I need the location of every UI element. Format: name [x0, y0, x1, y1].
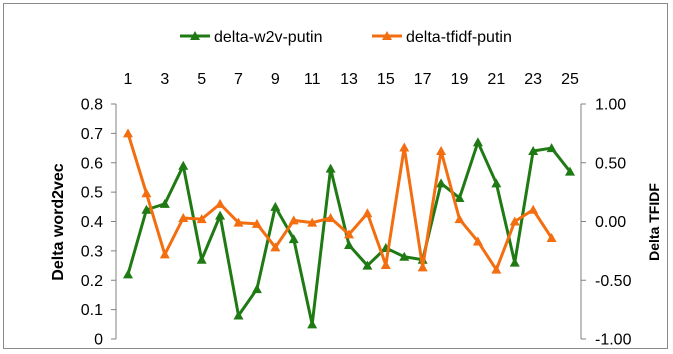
- chart-frame: [3, 3, 668, 349]
- data-point-delta-tfidf-putin: [417, 262, 428, 272]
- data-point-delta-w2v-putin: [344, 240, 354, 249]
- data-point-delta-tfidf-putin: [123, 128, 133, 138]
- data-point-delta-w2v-putin: [528, 146, 539, 155]
- data-point-delta-tfidf-putin: [251, 218, 262, 228]
- y-right-tick-label: 0.50: [595, 155, 626, 172]
- data-point-delta-tfidf-putin: [270, 242, 281, 252]
- data-point-delta-w2v-putin: [215, 210, 226, 220]
- x-tick-label: 11: [304, 71, 321, 88]
- data-point-delta-tfidf-putin: [141, 188, 152, 198]
- data-point-delta-w2v-putin: [565, 166, 575, 176]
- y-axis-right: -1.00 -0.50 0.00 0.50 1.00: [580, 97, 632, 349]
- x-tick-label: 1: [124, 71, 133, 88]
- y-right-tick-label: 0.00: [595, 214, 626, 231]
- y-axis-right-title: Delta TFIDF: [646, 183, 662, 261]
- legend-swatch-marker: [190, 31, 200, 40]
- data-point-delta-tfidf-putin: [454, 214, 465, 224]
- y-tick-label: 0.2: [81, 273, 103, 290]
- data-point-delta-tfidf-putin: [233, 217, 244, 227]
- data-point-delta-tfidf-putin: [178, 212, 189, 222]
- y-axis-left: 0 0.1 0.2 0.3 0.4 0.5 0.6 0.7 0.8: [81, 97, 117, 349]
- legend: delta-w2v-putin delta-tfidf-putin: [180, 29, 512, 46]
- x-tick-label: 7: [234, 71, 243, 88]
- x-tick-label: 17: [414, 71, 432, 88]
- y-tick-label: 0.8: [81, 97, 103, 114]
- data-point-delta-w2v-putin: [159, 198, 170, 208]
- data-point-delta-w2v-putin: [546, 143, 557, 153]
- legend-label: delta-tfidf-putin: [406, 29, 512, 46]
- data-point-delta-w2v-putin: [472, 137, 483, 147]
- y-right-tick-label: 1.00: [595, 97, 626, 114]
- y-tick-label: 0.6: [81, 155, 103, 172]
- series-line-delta-tfidf-putin: [126, 132, 553, 272]
- data-point-delta-w2v-putin: [178, 160, 189, 170]
- data-point-delta-tfidf-putin: [509, 216, 520, 226]
- x-tick-label: 3: [160, 71, 169, 88]
- x-tick-label: 5: [197, 71, 206, 88]
- data-point-delta-tfidf-putin: [196, 214, 207, 224]
- data-point-delta-w2v-putin: [307, 319, 318, 329]
- y-axis-left-title: Delta word2vec: [50, 163, 67, 280]
- y-tick-label: 0.1: [81, 302, 103, 319]
- y-tick-label: 0.7: [81, 126, 103, 143]
- data-point-delta-tfidf-putin: [307, 217, 318, 227]
- data-point-delta-tfidf-putin: [344, 229, 354, 239]
- data-point-delta-w2v-putin: [454, 193, 465, 202]
- data-point-delta-w2v-putin: [362, 260, 373, 270]
- data-point-delta-w2v-putin: [251, 284, 262, 294]
- data-point-delta-tfidf-putin: [472, 236, 483, 246]
- data-point-delta-tfidf-putin: [399, 142, 410, 152]
- data-point-delta-w2v-putin: [399, 251, 410, 261]
- y-right-tick-label: -0.50: [595, 273, 632, 290]
- data-point-delta-tfidf-putin: [528, 204, 539, 214]
- x-tick-label: 19: [451, 71, 469, 88]
- x-tick-label: 13: [340, 71, 358, 88]
- y-tick-label: 0.4: [81, 214, 103, 231]
- data-point-delta-w2v-putin: [325, 163, 336, 173]
- data-point-delta-tfidf-putin: [436, 146, 447, 155]
- x-tick-label: 23: [524, 71, 542, 88]
- data-point-delta-w2v-putin: [196, 254, 207, 264]
- x-tick-label: 15: [377, 71, 395, 88]
- data-point-delta-tfidf-putin: [546, 232, 557, 242]
- data-point-delta-w2v-putin: [233, 310, 244, 320]
- data-point-delta-w2v-putin: [509, 257, 520, 267]
- x-axis-top: 1 3 5 7 9 11 13 15 17 19 21 23 25: [124, 71, 579, 88]
- data-point-delta-w2v-putin: [123, 269, 133, 279]
- series-layer: [123, 128, 575, 329]
- y-tick-label: 0.5: [81, 185, 103, 202]
- legend-label: delta-w2v-putin: [214, 29, 323, 46]
- x-tick-label: 25: [561, 71, 579, 88]
- data-point-delta-w2v-putin: [288, 234, 299, 244]
- data-point-delta-w2v-putin: [270, 201, 281, 211]
- data-point-delta-tfidf-putin: [288, 215, 299, 225]
- data-point-delta-tfidf-putin: [159, 249, 170, 259]
- y-right-tick-label: -1.00: [595, 332, 632, 349]
- legend-swatch-marker: [382, 31, 392, 40]
- x-tick-label: 9: [271, 71, 280, 88]
- data-point-delta-w2v-putin: [436, 178, 447, 188]
- data-point-delta-tfidf-putin: [362, 208, 373, 218]
- data-point-delta-w2v-putin: [141, 204, 152, 214]
- data-point-delta-tfidf-putin: [380, 259, 391, 269]
- data-point-delta-tfidf-putin: [325, 212, 336, 222]
- y-tick-label: 0: [94, 332, 103, 349]
- y-tick-label: 0.3: [81, 243, 103, 260]
- x-tick-label: 21: [487, 71, 505, 88]
- data-point-delta-w2v-putin: [491, 178, 502, 188]
- data-point-delta-tfidf-putin: [215, 198, 226, 208]
- data-point-delta-tfidf-putin: [491, 264, 502, 274]
